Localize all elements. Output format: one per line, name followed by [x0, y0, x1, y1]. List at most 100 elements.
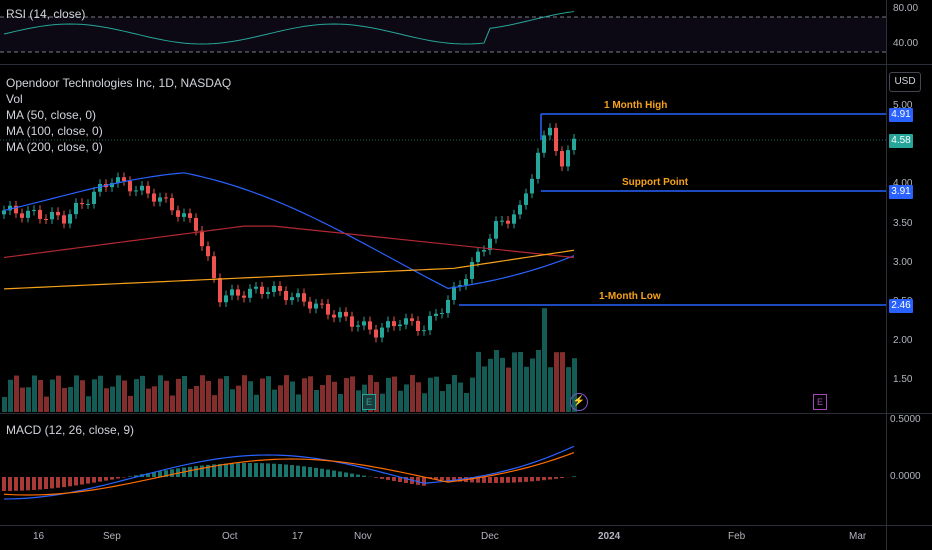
volume-bar [428, 377, 433, 412]
candle-body [230, 289, 234, 296]
volume-bar [326, 375, 331, 412]
volume-bar [68, 386, 73, 412]
rsi-band [0, 17, 886, 52]
low-price-tag: 2.46 [889, 299, 913, 313]
ma50-legend[interactable]: MA (50, close, 0) [6, 108, 97, 122]
macd-histogram-bar [32, 477, 36, 490]
volume-bar [416, 382, 421, 412]
candle-body [416, 320, 420, 331]
volume-bar [146, 388, 151, 412]
candle-body [326, 303, 330, 315]
candle-body [548, 127, 552, 136]
candle-body [290, 297, 294, 301]
volume-bar [560, 352, 565, 412]
macd-histogram-bar [188, 466, 192, 477]
volume-bar [260, 378, 265, 412]
macd-histogram-bar [206, 464, 210, 477]
symbol-title[interactable]: Opendoor Technologies Inc, 1D, NASDAQ [6, 76, 232, 90]
candle-body [80, 202, 84, 205]
macd-histogram-bar [512, 477, 516, 483]
macd-pane-divider[interactable] [0, 413, 932, 414]
volume-bar [122, 380, 127, 412]
macd-histogram-bar [98, 477, 102, 482]
volume-bar [290, 381, 295, 412]
volume-legend[interactable]: Vol [6, 92, 23, 106]
candle-body [62, 215, 66, 224]
macd-histogram-bar [314, 467, 318, 477]
time-tick: Sep [103, 531, 121, 542]
candle-body [380, 327, 384, 338]
volume-bar [542, 308, 547, 412]
macd-histogram-bar [332, 470, 336, 477]
macd-histogram-bar [386, 477, 390, 480]
candle-body [386, 321, 390, 328]
annotation-support-point[interactable]: Support Point [622, 177, 689, 188]
macd-legend[interactable]: MACD (12, 26, close, 9) [6, 423, 135, 437]
candle-body [50, 211, 54, 220]
ma200-line [3, 249, 575, 290]
earnings-badge-upcoming[interactable]: E [813, 394, 827, 410]
candle-body [572, 138, 576, 151]
price-tick: 2.00 [893, 335, 913, 346]
macd-histogram-bar [446, 477, 450, 481]
macd-histogram-bar [326, 469, 330, 477]
candle-body [362, 321, 366, 326]
macd-histogram-bar [68, 477, 72, 487]
macd-histogram-bar [14, 477, 18, 491]
volume-bar [230, 389, 235, 412]
volume-bar [548, 367, 553, 412]
candle-body [212, 256, 216, 279]
candle-body [248, 288, 252, 298]
candle-body [74, 202, 78, 215]
macd-histogram-bar [284, 464, 288, 477]
volume-bar [128, 395, 133, 412]
annotation-1-month-low[interactable]: 1-Month Low [599, 291, 661, 302]
macd-histogram-bar [230, 463, 234, 477]
volume-bar [242, 375, 247, 412]
macd-histogram-bar [404, 477, 408, 483]
macd-histogram-bar [536, 477, 540, 481]
candle-body [158, 197, 162, 202]
annotation-1-month-high[interactable]: 1 Month High [604, 100, 668, 111]
currency-button[interactable]: USD [889, 72, 921, 92]
volume-bar [452, 375, 457, 412]
macd-histogram-bar [500, 477, 504, 483]
candle-body [194, 217, 198, 231]
rsi-pane-divider[interactable] [0, 64, 932, 65]
volume-bar [296, 394, 301, 412]
macd-histogram-bar [488, 477, 492, 483]
earnings-badge[interactable]: E [362, 394, 376, 410]
ma50-line [3, 172, 575, 290]
candle-body [356, 325, 360, 327]
rsi-legend[interactable]: RSI (14, close) [6, 7, 86, 21]
candle-body [182, 213, 186, 217]
time-tick: Mar [849, 531, 867, 542]
candle-body [428, 315, 432, 331]
candle-body [272, 285, 276, 292]
ma200-legend[interactable]: MA (200, close, 0) [6, 140, 103, 154]
candle-body [92, 191, 96, 204]
candle-body [554, 127, 558, 152]
volume-bar [488, 358, 493, 412]
candle-body [206, 246, 210, 257]
candle-body [350, 316, 354, 327]
rsi-line [3, 11, 575, 45]
support-price-tag: 3.91 [889, 185, 913, 199]
macd-histogram-bar [392, 477, 396, 481]
candle-body [146, 185, 150, 194]
volume-bar [80, 380, 85, 412]
volume-bar [92, 379, 97, 412]
volume-bar [272, 389, 277, 412]
volume-bar [32, 375, 37, 412]
candle-body [98, 183, 102, 192]
ma100-legend[interactable]: MA (100, close, 0) [6, 124, 103, 138]
macd-histogram-bar [440, 477, 444, 480]
macd-histogram-bar [530, 477, 534, 482]
macd-histogram-bar [374, 477, 378, 478]
lightning-icon[interactable]: ⚡ [570, 393, 588, 411]
candle-body [500, 220, 504, 222]
volume-bar [350, 376, 355, 412]
candle-body [368, 321, 372, 330]
macd-histogram-bar [80, 477, 84, 485]
